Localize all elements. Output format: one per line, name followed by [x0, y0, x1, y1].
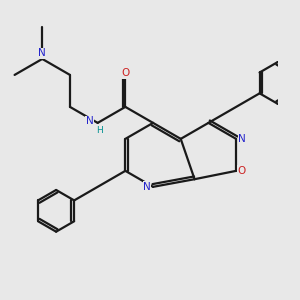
Text: H: H	[96, 126, 102, 135]
Text: N: N	[238, 134, 246, 144]
Text: N: N	[143, 182, 151, 192]
Text: N: N	[38, 48, 46, 59]
Text: O: O	[121, 68, 130, 78]
Text: N: N	[86, 116, 94, 127]
Text: F: F	[299, 68, 300, 77]
Text: O: O	[238, 166, 246, 176]
